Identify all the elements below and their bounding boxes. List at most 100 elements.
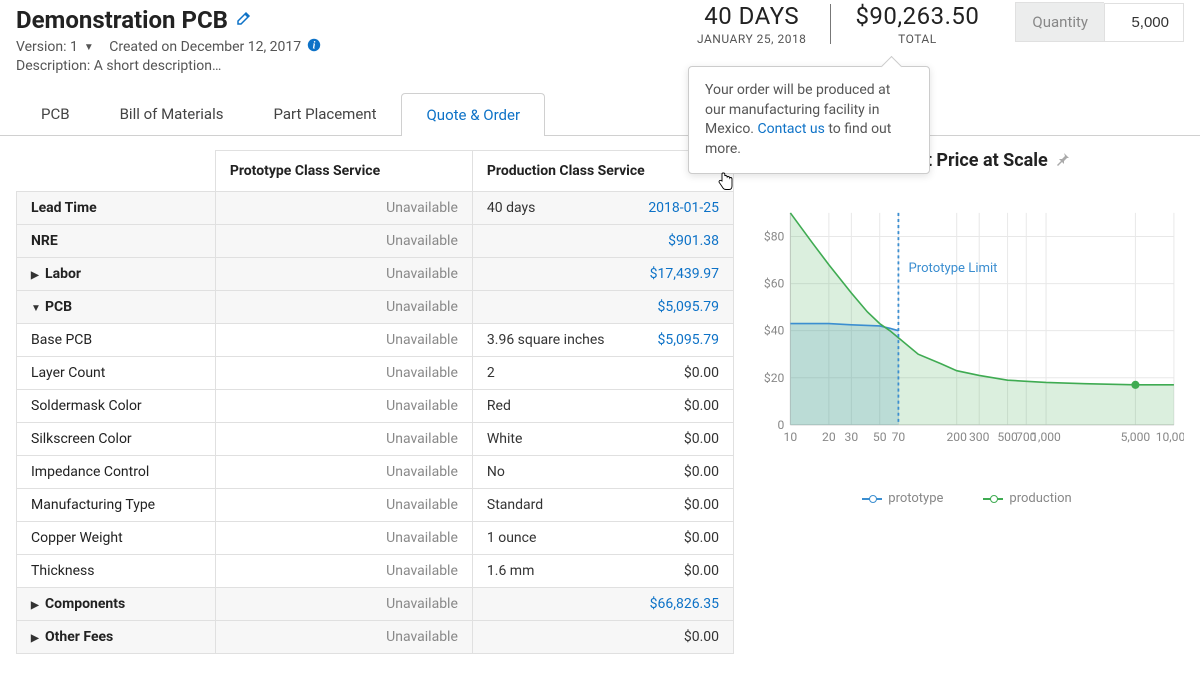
edit-icon[interactable]	[236, 10, 252, 30]
svg-text:200: 200	[946, 430, 967, 444]
prod-cell: 1.6 mm$0.00	[472, 555, 733, 588]
lead-time-value: 40 DAYS	[697, 2, 806, 30]
prod-cell: No$0.00	[472, 456, 733, 489]
proto-cell: Unavailable	[215, 522, 472, 555]
proto-cell: Unavailable	[215, 390, 472, 423]
pricing-table: Prototype Class Service Production Class…	[16, 150, 734, 654]
proto-cell: Unavailable	[215, 621, 472, 654]
pin-icon[interactable]	[1056, 152, 1070, 170]
svg-text:5,000: 5,000	[1121, 430, 1151, 444]
proto-cell: Unavailable	[215, 555, 472, 588]
svg-text:500: 500	[997, 430, 1018, 444]
proto-cell: Unavailable	[215, 357, 472, 390]
svg-text:20: 20	[822, 430, 836, 444]
row-label: Copper Weight	[17, 522, 216, 555]
tab-pcb[interactable]: PCB	[16, 92, 95, 135]
svg-text:$80: $80	[764, 230, 785, 244]
table-row: Impedance ControlUnavailableNo$0.00	[17, 456, 734, 489]
svg-text:i: i	[313, 41, 316, 52]
row-label: Lead Time	[17, 192, 216, 225]
table-row: Soldermask ColorUnavailableRed$0.00	[17, 390, 734, 423]
row-label[interactable]: ▶Other Fees	[17, 621, 216, 654]
row-label[interactable]: ▶Labor	[17, 258, 216, 291]
quantity-input[interactable]	[1104, 3, 1184, 42]
created-label: Created on December 12, 2017	[109, 39, 301, 55]
svg-text:30: 30	[845, 430, 859, 444]
chevron-down-icon: ▼	[31, 303, 41, 314]
proto-cell: Unavailable	[215, 489, 472, 522]
prod-cell: 1 ounce$0.00	[472, 522, 733, 555]
proto-cell: Unavailable	[215, 423, 472, 456]
row-label[interactable]: ▶Components	[17, 588, 216, 621]
proto-cell: Unavailable	[215, 192, 472, 225]
contact-link[interactable]: Contact us	[757, 121, 824, 137]
chevron-right-icon: ▶	[31, 270, 41, 281]
table-row: Base PCBUnavailable3.96 square inches$5,…	[17, 324, 734, 357]
proto-cell: Unavailable	[215, 324, 472, 357]
table-row: Lead TimeUnavailable40 days2018-01-25	[17, 192, 734, 225]
proto-cell: Unavailable	[215, 225, 472, 258]
svg-text:300: 300	[969, 430, 990, 444]
svg-text:Prototype Limit: Prototype Limit	[909, 261, 998, 276]
table-row: NREUnavailable$901.38	[17, 225, 734, 258]
table-row: Silkscreen ColorUnavailableWhite$0.00	[17, 423, 734, 456]
prod-cell: 40 days2018-01-25	[472, 192, 733, 225]
chevron-down-icon[interactable]: ▼	[84, 42, 94, 53]
tab-bill-of-materials[interactable]: Bill of Materials	[95, 92, 249, 135]
total-value: $90,263.50	[855, 2, 979, 30]
proto-header: Prototype Class Service	[215, 151, 472, 192]
svg-text:$40: $40	[764, 324, 785, 338]
chevron-right-icon: ▶	[31, 633, 41, 644]
page-title: Demonstration PCB	[16, 6, 228, 34]
facility-tooltip: Your order will be produced at our manuf…	[688, 66, 930, 174]
prod-cell: $0.00	[472, 621, 733, 654]
prod-cell: Red$0.00	[472, 390, 733, 423]
legend-prototype[interactable]: prototype	[862, 491, 943, 506]
svg-text:10,000: 10,000	[1156, 430, 1184, 444]
row-label: Soldermask Color	[17, 390, 216, 423]
info-icon[interactable]: i	[307, 38, 321, 56]
table-row: Copper WeightUnavailable1 ounce$0.00	[17, 522, 734, 555]
prod-cell: $66,826.35	[472, 588, 733, 621]
table-row: ThicknessUnavailable1.6 mm$0.00	[17, 555, 734, 588]
svg-text:$20: $20	[764, 371, 785, 385]
empty-header	[17, 151, 216, 192]
price-chart: 0$20$40$60$8010203050702003005007001,000…	[750, 179, 1184, 479]
row-label: Thickness	[17, 555, 216, 588]
legend-production[interactable]: production	[983, 491, 1071, 506]
row-label: Base PCB	[17, 324, 216, 357]
svg-text:10: 10	[784, 430, 798, 444]
total-sub: TOTAL	[855, 32, 979, 46]
lead-time-sub: JANUARY 25, 2018	[697, 32, 806, 46]
proto-cell: Unavailable	[215, 456, 472, 489]
row-label: Impedance Control	[17, 456, 216, 489]
svg-text:70: 70	[892, 430, 906, 444]
tab-quote-order[interactable]: Quote & Order	[401, 93, 545, 136]
prod-cell: White$0.00	[472, 423, 733, 456]
description-text: A short description…	[94, 58, 222, 74]
chart-legend: prototype production	[750, 491, 1184, 506]
prod-cell: $17,439.97	[472, 258, 733, 291]
table-row: Manufacturing TypeUnavailableStandard$0.…	[17, 489, 734, 522]
prod-cell: $901.38	[472, 225, 733, 258]
table-row: Layer CountUnavailable2$0.00	[17, 357, 734, 390]
prod-cell: 2$0.00	[472, 357, 733, 390]
row-label: NRE	[17, 225, 216, 258]
svg-text:1,000: 1,000	[1031, 430, 1061, 444]
description-label: Description:	[16, 58, 90, 74]
quantity-label: Quantity	[1015, 2, 1104, 42]
table-row: ▶ComponentsUnavailable$66,826.35	[17, 588, 734, 621]
tabs: PCBBill of MaterialsPart PlacementQuote …	[0, 92, 1200, 136]
svg-text:$60: $60	[764, 277, 785, 291]
version-label[interactable]: Version: 1	[16, 39, 78, 55]
svg-text:50: 50	[873, 430, 887, 444]
row-label[interactable]: ▼PCB	[17, 291, 216, 324]
row-label: Manufacturing Type	[17, 489, 216, 522]
proto-cell: Unavailable	[215, 588, 472, 621]
prod-cell: $5,095.79	[472, 291, 733, 324]
tab-part-placement[interactable]: Part Placement	[248, 92, 401, 135]
lead-time-metric: 40 DAYS JANUARY 25, 2018	[673, 2, 830, 46]
total-metric: $90,263.50 TOTAL	[831, 2, 1003, 46]
title-block: Demonstration PCB Version: 1 ▼ Created o…	[16, 0, 321, 74]
table-row: ▶Other FeesUnavailable$0.00	[17, 621, 734, 654]
